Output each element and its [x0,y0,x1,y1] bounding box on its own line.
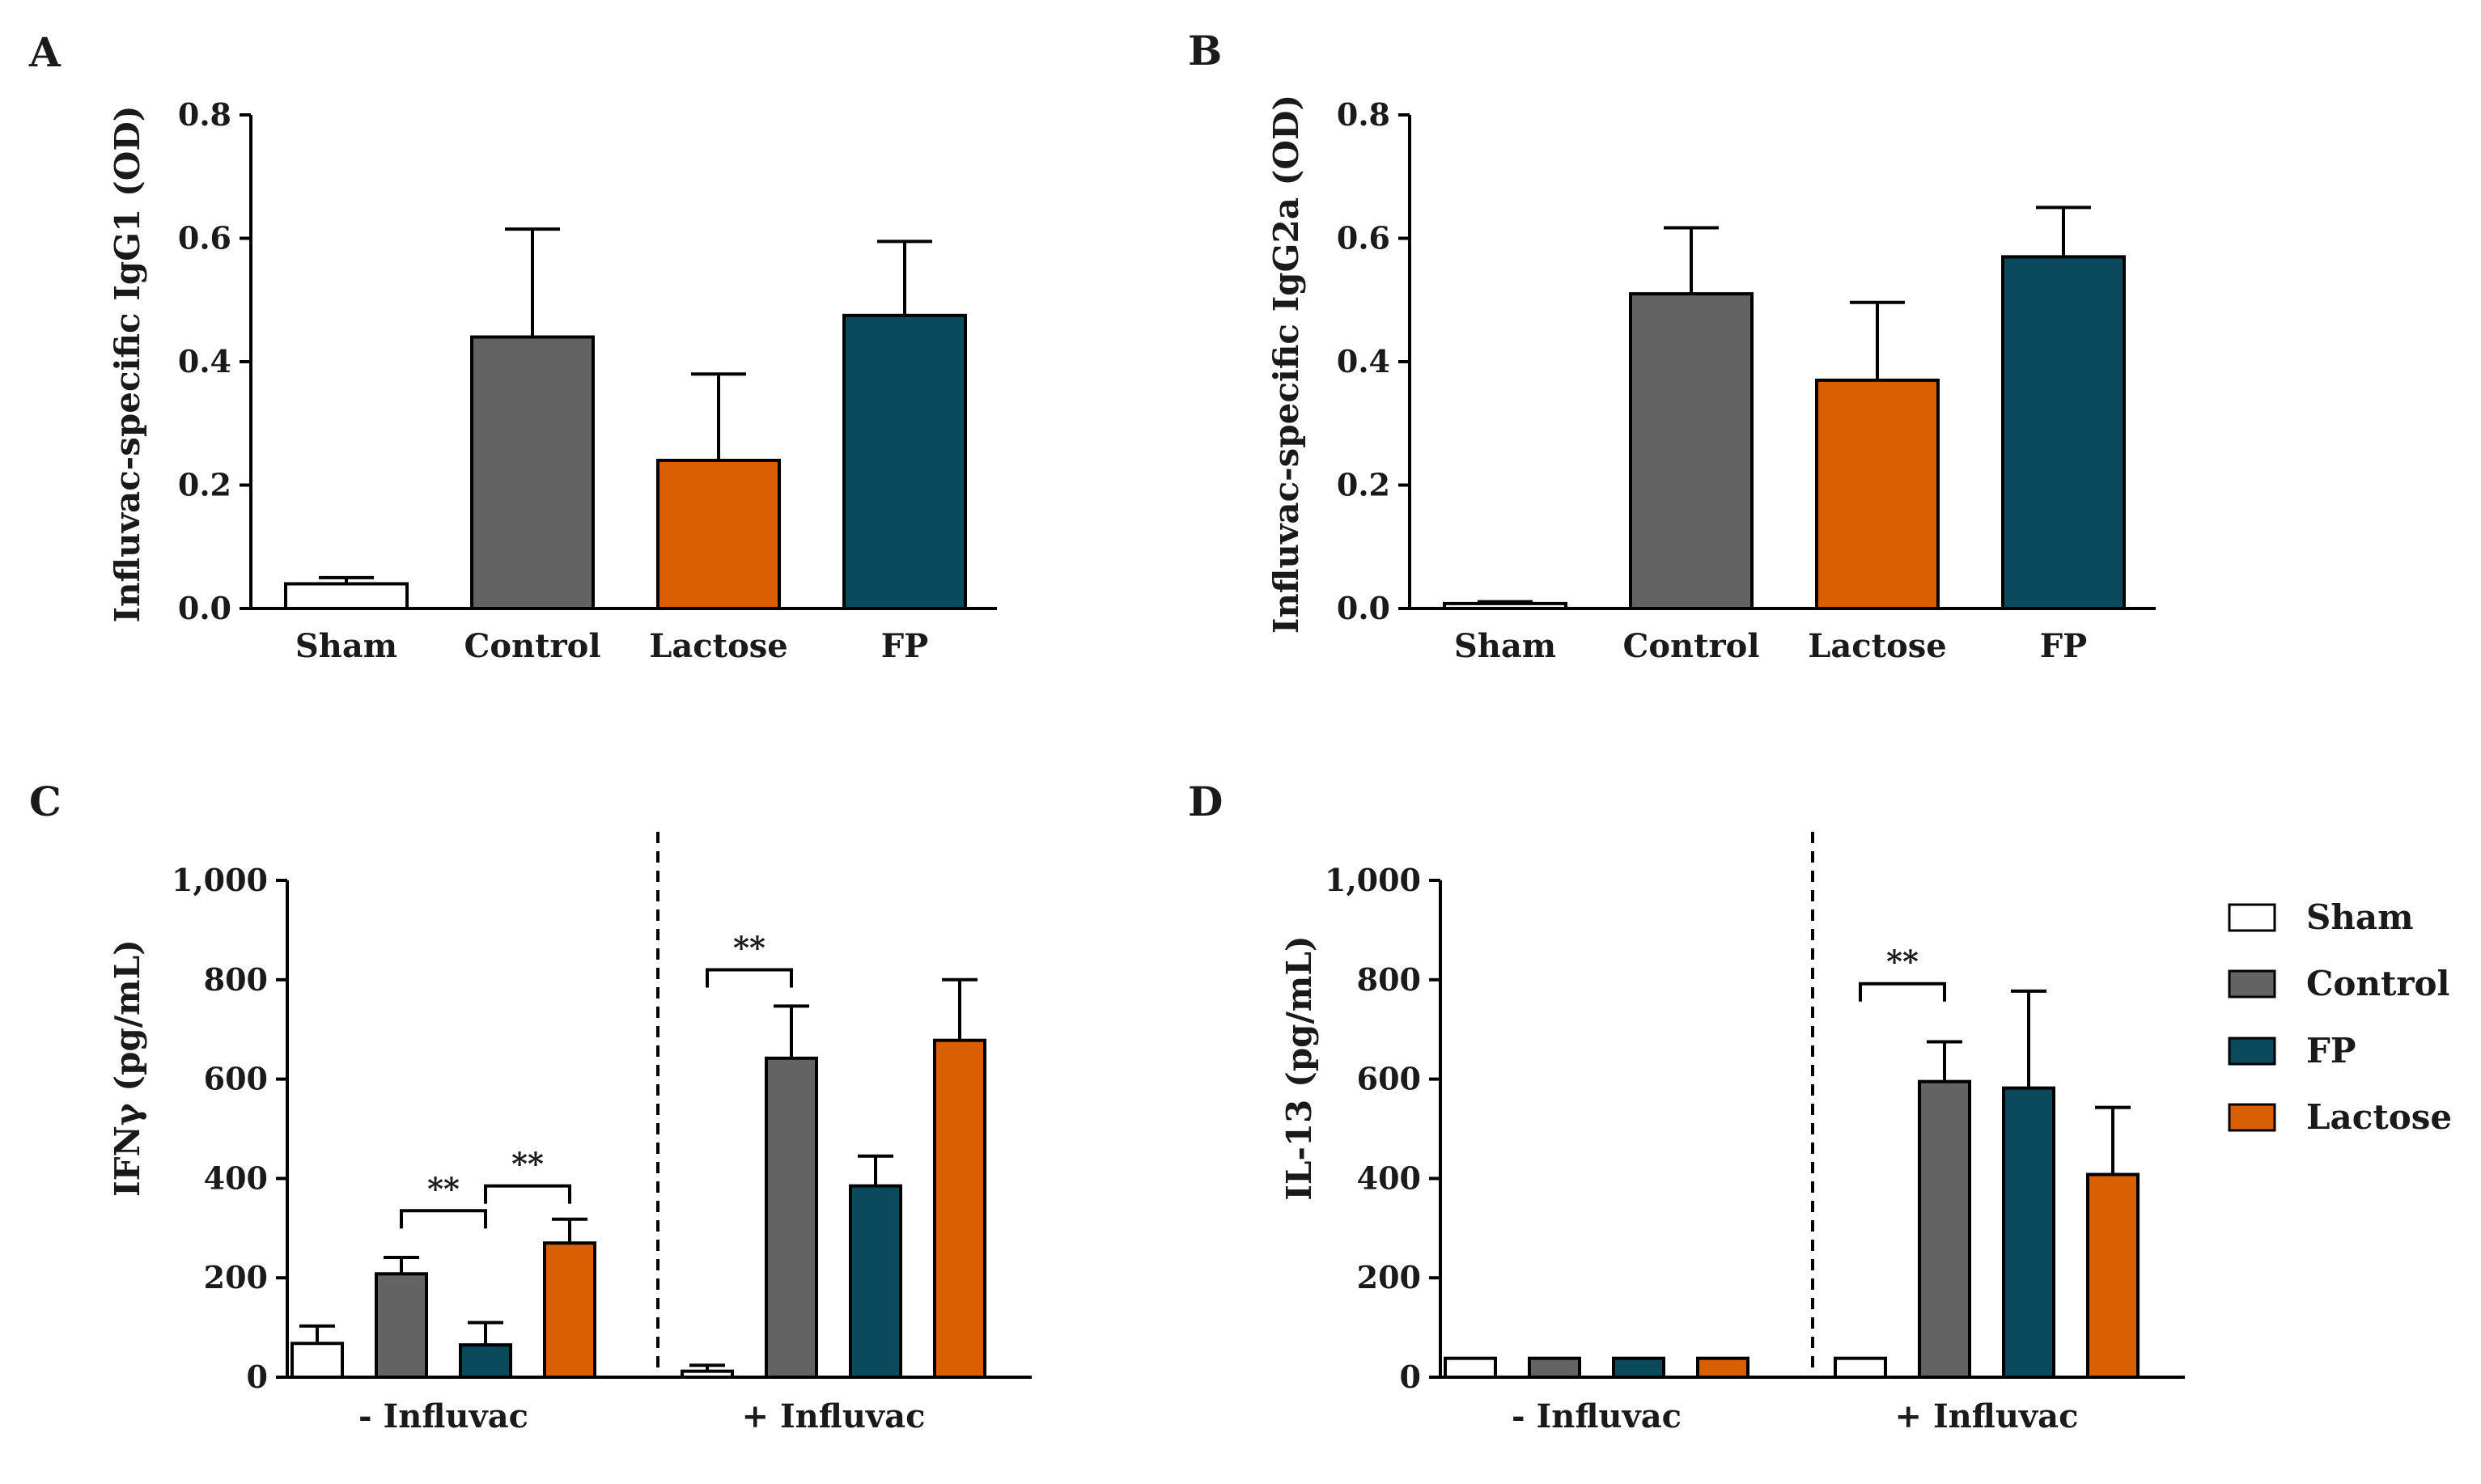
x-tick-label-b-fp: FP [2040,627,2087,665]
y-tick-label-d: 200 [1357,1259,1421,1295]
bar-d-fp-1 [1612,1356,1665,1379]
y-tick-label-a: 0.8 [178,96,231,133]
bar-b-fp [2001,255,2126,610]
y-tick-label-d: 0 [1400,1359,1421,1395]
bar-c-fp-2 [849,1184,902,1379]
group-label-d-1: - Influvac [1512,1397,1682,1435]
x-tick-label-a-sham: Sham [295,627,397,665]
plot-area-b: 0.0 0.2 0.4 0.6 0.8 Sham Control Lactose FP [1337,96,2156,665]
y-axis-title-d: IL-13 (pg/mL) [1279,935,1319,1200]
significance-bracket-d [1859,982,1946,1002]
plot-area-d: 0 200 400 600 800 1,000 - Influvac + Influvac ** [1325,832,2185,1435]
bar-d-lactose-2 [2086,1172,2140,1380]
y-tick-label-c: 1,000 [172,862,268,898]
panel-letter-d: D [1188,778,1223,825]
y-tick-label-a: 0.2 [178,467,231,503]
y-tick-label-b: 0.6 [1337,220,1390,257]
bar-c-lactose-2 [933,1038,986,1379]
legend-swatch-sham [2228,903,2276,932]
x-tick-label-a-lactose: Lactose [649,627,788,665]
panel-letter-b: B [1188,27,1222,74]
y-tick-label-b: 0.2 [1337,467,1390,503]
bar-b-control [1629,292,1754,610]
y-tick-label-a: 0.0 [178,590,231,626]
legend-swatch-lactose [2228,1103,2276,1132]
bar-d-sham-2 [1834,1356,1887,1379]
bar-a-control [470,335,595,610]
bar-a-sham [284,582,409,610]
y-axis-title-c: IFNγ (pg/mL) [108,939,147,1197]
panel-b: B Influvac-specific IgG2a (OD) 0.0 0.2 0.4… [1188,27,2156,665]
panel-c: C IFNγ (pg/mL) 0 200 400 600 800 1,000 - Influ… [29,778,1032,1435]
x-tick-label-b-lactose: Lactose [1808,627,1947,665]
x-tick-label-a-control: Control [464,627,600,665]
group-label-d-2: + Influvac [1895,1397,2079,1435]
x-tick-label-a-fp: FP [881,627,928,665]
y-tick-label-c: 200 [204,1259,268,1295]
y-tick-label-c: 0 [247,1359,268,1395]
plot-area-a: 0.0 0.2 0.4 0.6 0.8 Sham Control Lactose FP [178,96,997,665]
bar-c-sham-1 [291,1342,344,1380]
legend: Sham Control FP Lactose [2228,897,2452,1137]
bar-d-control-2 [1918,1079,1971,1380]
bar-d-sham-1 [1444,1356,1497,1379]
significance-bracket-c [400,1209,487,1229]
bar-c-lactose-1 [543,1241,596,1379]
y-axis-title-b: Influvac-specific IgG2a (OD) [1266,95,1306,634]
significance-label-d: ** [1886,943,1919,980]
significance-label-c: ** [511,1146,544,1182]
bar-a-fp [842,313,967,610]
y-tick-label-c: 600 [204,1061,268,1097]
panel-letter-a: A [28,28,61,76]
x-tick-label-b-control: Control [1622,627,1759,665]
bar-c-sham-2 [681,1369,734,1379]
bar-d-control-1 [1528,1356,1581,1379]
plot-area-c: 0 200 400 600 800 1,000 - Influvac + Influvac **… [172,832,1032,1435]
y-tick-label-d: 400 [1357,1160,1421,1196]
bar-d-lactose-1 [1696,1356,1749,1379]
significance-label-c: ** [733,930,766,966]
bar-a-lactose [656,459,781,610]
bar-c-control-2 [765,1056,818,1379]
panel-letter-c: C [29,778,61,825]
bar-b-lactose [1815,378,1940,610]
legend-swatch-control [2228,969,2276,999]
bar-c-control-1 [375,1272,428,1379]
y-tick-label-b: 0.4 [1337,343,1390,379]
significance-label-c: ** [427,1170,460,1206]
y-tick-label-d: 1,000 [1325,862,1421,898]
bar-c-fp-1 [459,1343,512,1379]
panel-a: A Influvac-specific IgG1 (OD) 0.00.20.40… [28,28,997,665]
significance-bracket-c [706,968,793,988]
y-tick-label-b: 0.8 [1337,96,1390,133]
significance-bracket-c [484,1184,571,1204]
y-tick-label-a: 0.4 [178,343,231,379]
y-tick-label-c: 400 [204,1160,268,1196]
panel-d: D IL-13 (pg/mL) 0 200 400 600 800 1,000 - Infl… [1188,778,2185,1435]
legend-label-control: Control [2306,964,2449,1003]
y-tick-label-a: 0.6 [178,220,231,257]
legend-label-lactose: Lactose [2306,1097,2452,1137]
x-tick-label-b-sham: Sham [1454,627,1556,665]
legend-label-fp: FP [2306,1031,2356,1071]
y-tick-label-d: 800 [1357,961,1421,998]
y-axis-title-a: Influvac-specific IgG1 (OD) [108,105,147,622]
group-label-c-2: + Influvac [742,1397,926,1435]
bar-d-fp-2 [2002,1086,2055,1379]
legend-label-sham: Sham [2306,897,2414,937]
group-label-c-1: - Influvac [358,1397,528,1435]
legend-swatch-fp [2228,1037,2276,1066]
y-tick-label-c: 800 [204,961,268,998]
y-tick-label-d: 600 [1357,1061,1421,1097]
y-tick-label-b: 0.0 [1337,590,1390,626]
bar-b-sham [1443,601,1567,611]
